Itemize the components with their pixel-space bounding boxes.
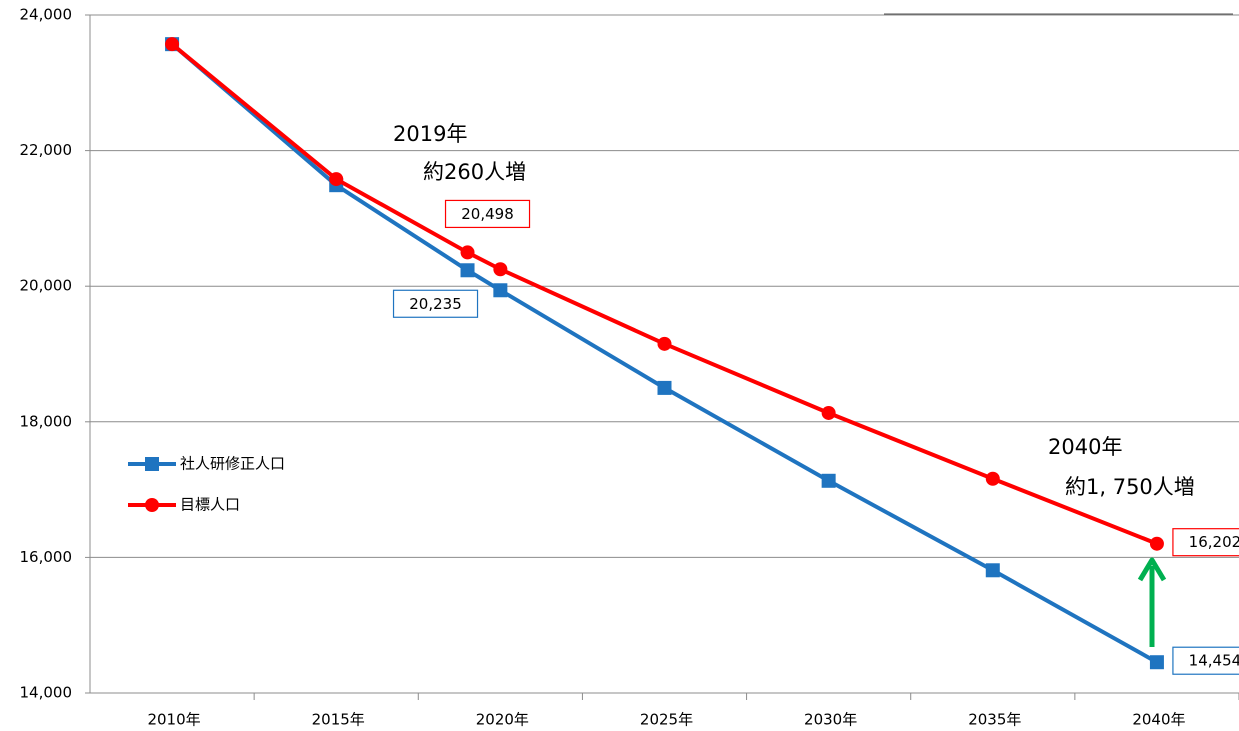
data-label: 16,202 (1189, 533, 1239, 551)
x-tick-label: 2035年 (968, 711, 1021, 729)
marker (821, 473, 836, 488)
marker (821, 405, 836, 420)
annotation: 2040年 (1048, 435, 1122, 459)
x-tick-label: 2015年 (312, 711, 365, 729)
data-label: 20,498 (461, 205, 514, 223)
marker (985, 471, 1000, 486)
y-tick-label: 24,000 (20, 6, 73, 24)
marker (493, 262, 508, 277)
legend-marker (145, 457, 159, 471)
y-tick-label: 16,000 (20, 548, 73, 566)
marker (657, 380, 672, 395)
y-tick-label: 14,000 (20, 684, 73, 702)
x-tick-label: 2040年 (1132, 711, 1185, 729)
annotation: 2019年 (393, 122, 467, 146)
series-line (170, 42, 1158, 546)
legend-label: 目標人口 (180, 496, 240, 514)
marker (985, 563, 1000, 578)
legend-marker (145, 498, 159, 512)
marker (165, 37, 180, 52)
marker (1149, 655, 1164, 670)
x-tick-label: 2025年 (640, 711, 693, 729)
x-tick-label: 2020年 (476, 711, 529, 729)
marker (460, 245, 475, 260)
y-tick-label: 20,000 (20, 277, 73, 295)
marker (657, 336, 672, 351)
legend-item: 社人研修正人口 (128, 455, 285, 473)
label-box (444, 199, 531, 229)
label-box (1172, 528, 1239, 557)
data-label: 14,454 (1189, 652, 1239, 670)
x-tick-label: 2010年 (147, 711, 200, 729)
annotation: 約260人増 (423, 160, 526, 184)
data-label: 20,235 (409, 295, 462, 313)
marker (493, 283, 508, 298)
x-tick-label: 2030年 (804, 711, 857, 729)
label-box (392, 289, 479, 318)
marker (329, 172, 344, 187)
marker (1149, 536, 1164, 551)
y-tick-label: 22,000 (20, 141, 73, 159)
legend-label: 社人研修正人口 (180, 455, 285, 473)
marker (460, 263, 475, 278)
series-line (170, 42, 1158, 664)
label-box (1172, 646, 1239, 675)
annotation: 約1, 750人増 (1065, 475, 1195, 499)
arrow-head (1137, 557, 1167, 582)
legend-item: 目標人口 (128, 496, 240, 514)
y-tick-label: 18,000 (20, 412, 73, 430)
